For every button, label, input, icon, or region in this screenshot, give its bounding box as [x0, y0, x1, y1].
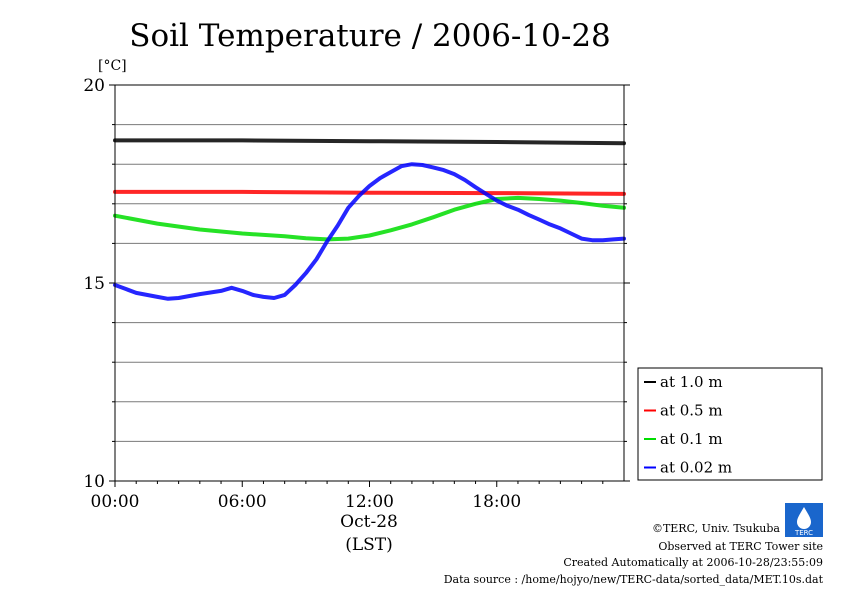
data-source-text: Data source : /home/hojyo/new/TERC-data/…: [444, 573, 824, 586]
axis-ticks: 10 15 20 00:00 06:00 12:00 18:00: [83, 76, 630, 512]
legend-label-at-0-1-m: at 0.1 m: [660, 430, 723, 448]
legend: at 1.0 m at 0.5 m at 0.1 m at 0.02 m: [637, 367, 823, 481]
observed-site-text: Observed at TERC Tower site: [658, 540, 823, 553]
x-tick-label: 06:00: [218, 492, 267, 512]
y-axis-unit: [°C]: [98, 58, 127, 74]
series-line-at-0-1-m: [113, 195, 626, 242]
y-tick-label: 15: [83, 274, 105, 294]
y-tick-label: 10: [83, 472, 105, 492]
x-tick-label: 18:00: [472, 492, 521, 512]
x-axis-date-label: Oct-28: [340, 512, 398, 532]
series-line-at-0-02-m: [113, 162, 626, 301]
x-axis-title: (LST): [345, 535, 393, 555]
series-line-at-1-0-m: [113, 138, 626, 146]
copyright-text: ©TERC, Univ. Tsukuba: [652, 522, 780, 535]
created-timestamp-text: Created Automatically at 2006-10-28/23:5…: [563, 556, 823, 569]
x-tick-label: 00:00: [91, 492, 140, 512]
series-layer: [113, 138, 626, 301]
series-line-at-0-5-m: [113, 189, 626, 196]
terc-logo: TERC: [785, 503, 823, 537]
legend-label-at-0-5-m: at 0.5 m: [660, 402, 723, 420]
legend-label-at-1-0-m: at 1.0 m: [660, 373, 723, 391]
legend-label-at-0-02-m: at 0.02 m: [660, 459, 732, 477]
x-tick-label: 12:00: [345, 492, 394, 512]
chart-title: Soil Temperature / 2006-10-28: [129, 18, 611, 54]
gridlines: [115, 124, 624, 442]
water-drop-icon: [797, 507, 811, 529]
y-tick-label: 20: [83, 76, 105, 96]
legend-box: [637, 367, 823, 481]
terc-logo-text: TERC: [794, 529, 813, 537]
